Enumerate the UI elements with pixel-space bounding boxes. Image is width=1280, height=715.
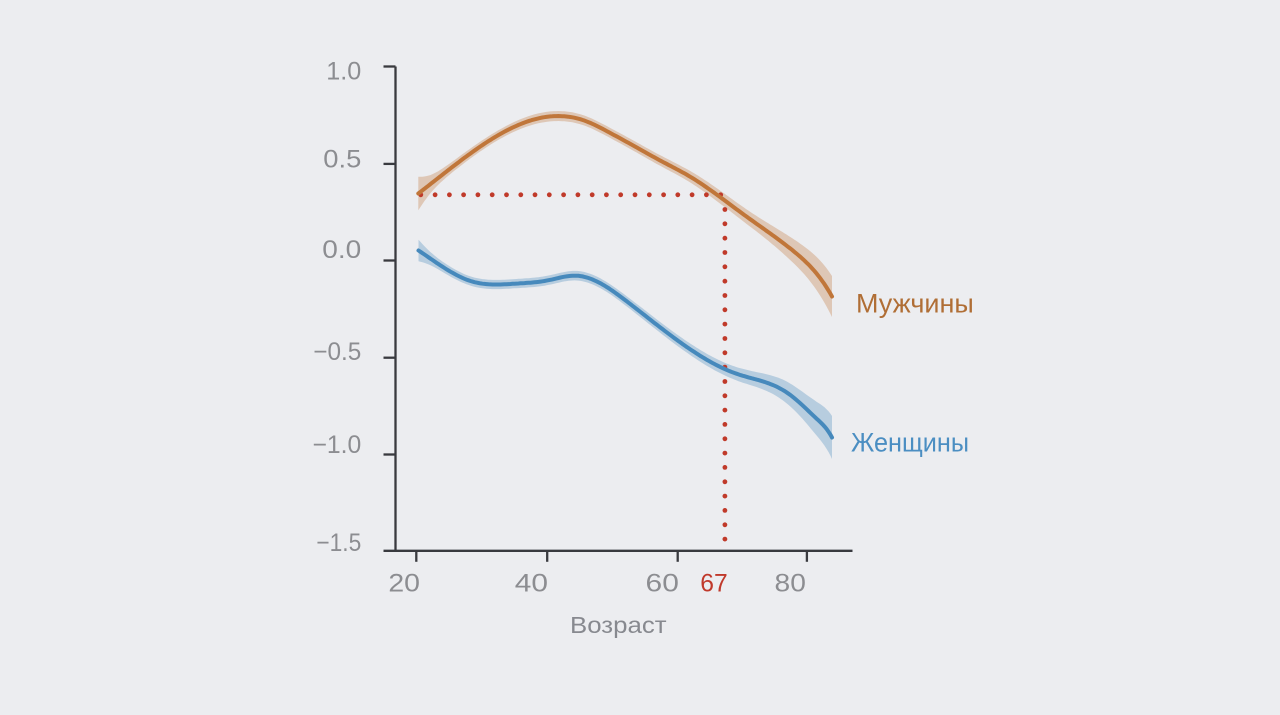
svg-text:40: 40 <box>515 569 548 597</box>
svg-text:0.5: 0.5 <box>323 146 361 174</box>
svg-text:−0.5: −0.5 <box>313 338 361 366</box>
svg-text:Возраст: Возраст <box>570 612 667 638</box>
svg-text:0.0: 0.0 <box>322 236 361 264</box>
svg-text:1.0: 1.0 <box>326 57 361 85</box>
svg-text:Мужчины: Мужчины <box>856 289 974 319</box>
svg-text:67: 67 <box>700 569 727 597</box>
svg-text:60: 60 <box>646 569 679 597</box>
svg-text:80: 80 <box>775 569 806 597</box>
svg-text:−1.0: −1.0 <box>313 431 362 459</box>
svg-text:−1.5: −1.5 <box>316 529 361 557</box>
svg-text:20: 20 <box>388 569 420 597</box>
svg-text:Женщины: Женщины <box>851 428 969 458</box>
